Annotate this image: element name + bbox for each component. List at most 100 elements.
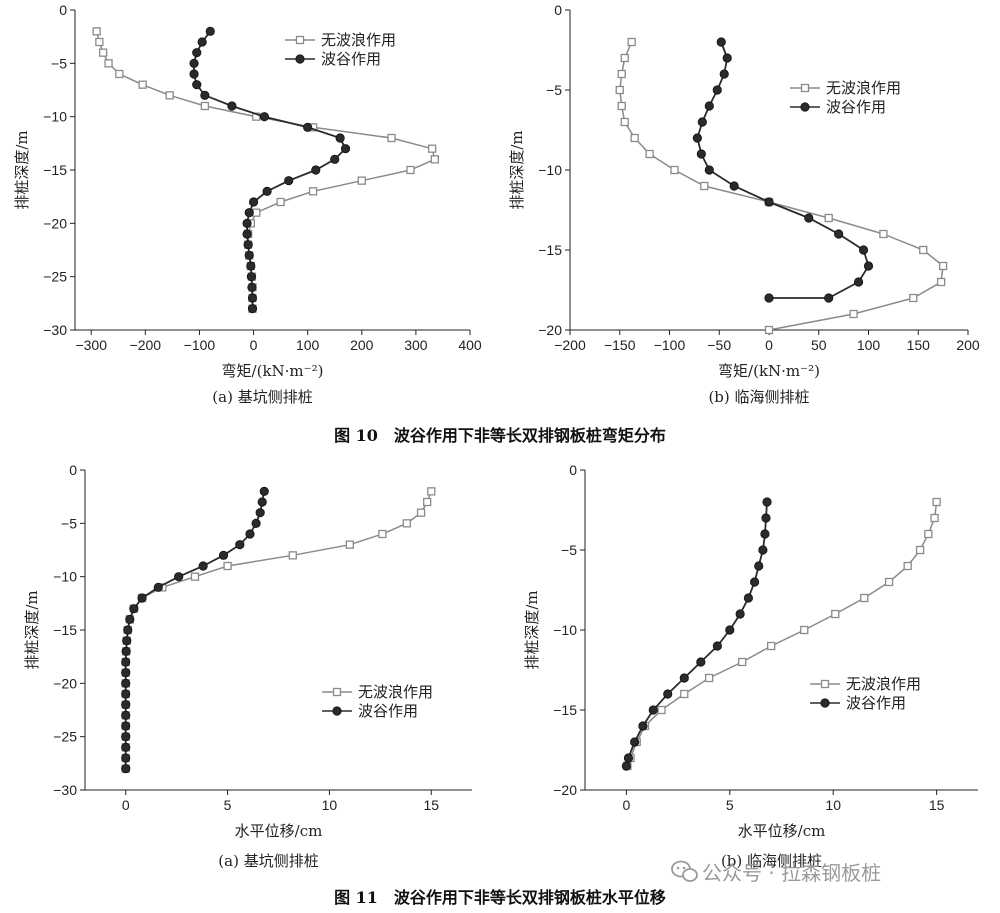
data-point bbox=[831, 609, 840, 619]
x-tick-label: 300 bbox=[404, 337, 428, 353]
x-tick-label: 400 bbox=[458, 337, 482, 353]
data-point bbox=[205, 26, 215, 36]
data-point bbox=[630, 737, 640, 747]
legend-label: 无波浪作用 bbox=[321, 31, 396, 49]
data-point bbox=[190, 572, 200, 581]
data-point bbox=[750, 577, 760, 587]
x-tick-label: 0 bbox=[250, 337, 258, 353]
series-line bbox=[626, 501, 938, 767]
data-point bbox=[719, 69, 729, 79]
data-point bbox=[121, 657, 131, 667]
data-point bbox=[679, 673, 689, 683]
wechat-icon bbox=[671, 860, 698, 882]
series-wave-trough bbox=[189, 26, 351, 314]
data-point bbox=[192, 48, 202, 58]
data-point bbox=[919, 245, 928, 255]
data-point bbox=[416, 508, 426, 517]
chart-bending-moment-pit-side: −300 −200 −100 0 100 200 300 400 0 −5 −10 −15 −20 −25… bbox=[13, 2, 482, 406]
legend-marker bbox=[332, 706, 342, 716]
data-point bbox=[247, 293, 258, 303]
data-point bbox=[725, 625, 735, 635]
data-point bbox=[95, 37, 104, 47]
watermark: 公众号 · 拉森钢板桩 bbox=[671, 860, 881, 885]
x-tick-label: −200 bbox=[554, 337, 586, 353]
data-point bbox=[402, 519, 411, 528]
data-point bbox=[936, 277, 946, 287]
data-point bbox=[200, 90, 210, 100]
data-point bbox=[189, 69, 199, 79]
data-point bbox=[121, 689, 131, 699]
data-point bbox=[692, 133, 702, 143]
data-point bbox=[663, 689, 673, 699]
series-line bbox=[193, 30, 347, 309]
data-point bbox=[729, 181, 739, 191]
data-point bbox=[121, 678, 131, 688]
chart-displacement-pit-side: 0 5 10 15 0 −5 −10 −15 −20 −25 −30 水平位移/cm 排桩深度/m (a)… bbox=[23, 462, 472, 870]
x-axis-label: 水平位移/cm bbox=[738, 822, 826, 840]
data-point bbox=[335, 133, 345, 143]
data-point bbox=[121, 732, 131, 742]
data-point bbox=[712, 641, 722, 651]
data-point bbox=[121, 764, 131, 774]
data-point bbox=[903, 561, 912, 571]
data-point bbox=[704, 165, 714, 175]
y-tick-label: −25 bbox=[43, 269, 67, 285]
data-point bbox=[743, 593, 754, 603]
chart-caption: (b) 临海侧排桩 bbox=[708, 388, 809, 406]
data-point bbox=[680, 689, 689, 699]
data-point bbox=[638, 721, 648, 731]
data-point bbox=[704, 673, 714, 683]
data-point bbox=[630, 133, 639, 143]
watermark-text: 公众号 · 拉森钢板桩 bbox=[702, 861, 881, 885]
data-point bbox=[735, 609, 745, 619]
data-point bbox=[834, 229, 844, 239]
legend-marker bbox=[820, 698, 830, 708]
data-point bbox=[738, 657, 747, 667]
data-point bbox=[288, 551, 297, 560]
series-wave-trough bbox=[621, 497, 772, 771]
chart-displacement-sea-side: 0 5 10 15 0 −5 −10 −15 −20 水平位移/cm 排桩深度/m (b) 临海侧排桩… bbox=[523, 462, 978, 870]
data-point bbox=[620, 117, 629, 127]
y-tick-label: −15 bbox=[53, 622, 77, 638]
data-point bbox=[153, 582, 163, 592]
data-point bbox=[330, 154, 340, 164]
data-point bbox=[700, 181, 709, 191]
data-point bbox=[262, 186, 272, 196]
data-point bbox=[712, 85, 722, 95]
x-tick-label: 5 bbox=[224, 797, 232, 813]
x-axis-label: 弯矩/(kN·m⁻²) bbox=[718, 362, 820, 380]
data-point bbox=[247, 304, 258, 314]
y-tick-label: −30 bbox=[43, 322, 67, 338]
x-tick-label: 150 bbox=[907, 337, 931, 353]
data-point bbox=[246, 261, 256, 271]
data-point bbox=[357, 176, 366, 185]
x-axis-label: 水平位移/cm bbox=[235, 822, 323, 840]
series-no-wave bbox=[615, 37, 948, 335]
legend-marker bbox=[295, 54, 305, 64]
y-tick-label: 0 bbox=[59, 2, 67, 18]
x-tick-label: 15 bbox=[423, 797, 439, 813]
data-point bbox=[879, 229, 888, 239]
x-tick-label: 10 bbox=[825, 797, 841, 813]
chart-caption: (b) 临海侧排桩 bbox=[721, 852, 822, 870]
y-tick-label: −30 bbox=[53, 782, 77, 798]
x-tick-label: −100 bbox=[184, 337, 216, 353]
y-tick-label: −20 bbox=[538, 322, 562, 338]
data-point bbox=[243, 240, 253, 250]
data-point bbox=[248, 197, 259, 207]
figure-10-caption: 图 10 波谷作用下非等长双排钢板桩弯矩分布 bbox=[334, 426, 666, 445]
x-tick-label: −300 bbox=[75, 337, 107, 353]
data-point bbox=[623, 753, 634, 763]
x-tick-label: 15 bbox=[929, 797, 945, 813]
data-point bbox=[242, 229, 252, 239]
x-tick-label: 10 bbox=[322, 797, 338, 813]
figure-11-caption: 图 11 波谷作用下非等长双排钢板桩水平位移 bbox=[334, 888, 666, 907]
data-point bbox=[824, 293, 834, 303]
data-point bbox=[104, 59, 113, 68]
legend-marker bbox=[800, 102, 810, 112]
chart-bending-moment-sea-side: −200 −150 −100 −50 0 50 100 150 200 0 −5 −10 −15 −20 弯… bbox=[508, 2, 980, 406]
data-point bbox=[129, 604, 139, 614]
data-point bbox=[121, 700, 131, 710]
data-point bbox=[200, 101, 210, 111]
